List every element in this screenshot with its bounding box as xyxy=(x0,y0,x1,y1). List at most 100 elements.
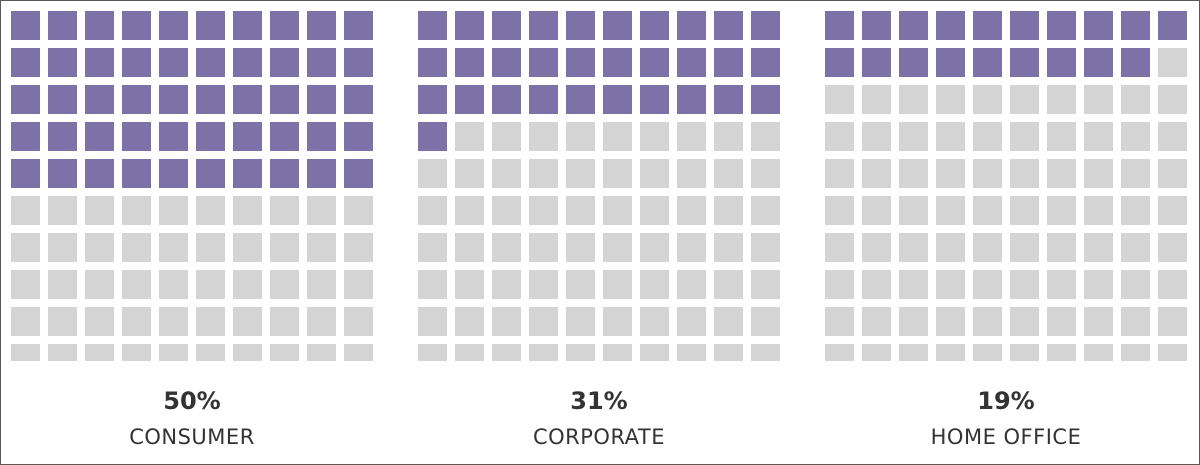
waffle-panel-consumer xyxy=(11,11,373,361)
waffle-cell-empty xyxy=(418,307,447,336)
waffle-cell-empty xyxy=(603,270,632,299)
waffle-cell-empty xyxy=(640,270,669,299)
waffle-cell-empty xyxy=(862,122,891,151)
waffle-cell-filled xyxy=(270,48,299,77)
waffle-cell-empty xyxy=(603,307,632,336)
waffle-cell-filled xyxy=(603,48,632,77)
waffle-cell-empty xyxy=(122,344,151,361)
waffle-cell-empty xyxy=(973,344,1002,361)
waffle-cell-empty xyxy=(714,270,743,299)
waffle-cell-filled xyxy=(85,122,114,151)
waffle-cell-filled xyxy=(677,48,706,77)
waffle-cell-empty xyxy=(677,270,706,299)
waffle-cell-empty xyxy=(677,196,706,225)
waffle-cell-filled xyxy=(11,85,40,114)
waffle-cell-filled xyxy=(85,48,114,77)
waffle-cell-empty xyxy=(825,307,854,336)
waffle-cell-empty xyxy=(1158,233,1187,262)
waffle-cell-empty xyxy=(492,159,521,188)
waffle-cell-filled xyxy=(307,122,336,151)
waffle-cell-filled xyxy=(1010,48,1039,77)
waffle-cell-empty xyxy=(677,122,706,151)
waffle-cell-filled xyxy=(640,48,669,77)
waffle-cell-filled xyxy=(566,48,595,77)
waffle-cell-filled xyxy=(11,48,40,77)
waffle-cell-empty xyxy=(714,122,743,151)
waffle-cell-filled xyxy=(85,159,114,188)
waffle-cell-empty xyxy=(529,270,558,299)
waffle-cell-empty xyxy=(936,270,965,299)
waffle-cell-empty xyxy=(862,344,891,361)
waffle-cell-empty xyxy=(233,196,262,225)
waffle-cell-empty xyxy=(307,344,336,361)
waffle-cell-empty xyxy=(196,233,225,262)
waffle-cell-filled xyxy=(418,48,447,77)
waffle-cell-filled xyxy=(492,85,521,114)
waffle-cell-empty xyxy=(1047,344,1076,361)
waffle-cell-filled xyxy=(159,85,188,114)
waffle-cell-empty xyxy=(1010,159,1039,188)
waffle-cell-empty xyxy=(492,307,521,336)
waffle-cell-empty xyxy=(48,344,77,361)
waffle-cell-filled xyxy=(455,85,484,114)
waffle-cell-empty xyxy=(603,344,632,361)
waffle-cell-filled xyxy=(677,85,706,114)
waffle-cell-filled xyxy=(714,85,743,114)
waffle-cell-empty xyxy=(640,159,669,188)
waffle-cell-empty xyxy=(936,122,965,151)
category-label: HOME OFFICE xyxy=(930,425,1082,449)
waffle-cell-empty xyxy=(270,344,299,361)
waffle-cell-empty xyxy=(825,196,854,225)
waffle-cell-empty xyxy=(603,122,632,151)
waffle-cell-filled xyxy=(1084,11,1113,40)
waffle-cell-empty xyxy=(1084,233,1113,262)
percent-label: 50% xyxy=(163,387,221,415)
waffle-cell-filled xyxy=(418,122,447,151)
waffle-cell-empty xyxy=(344,233,373,262)
waffle-cell-filled xyxy=(1121,48,1150,77)
waffle-panel-home-office xyxy=(825,11,1187,361)
waffle-cell-empty xyxy=(85,307,114,336)
waffle-cell-empty xyxy=(85,196,114,225)
waffle-cell-empty xyxy=(122,233,151,262)
waffle-cell-filled xyxy=(344,122,373,151)
waffle-cell-empty xyxy=(825,159,854,188)
waffle-cell-empty xyxy=(936,85,965,114)
waffle-cell-empty xyxy=(1010,344,1039,361)
waffle-cell-empty xyxy=(1158,307,1187,336)
waffle-cell-filled xyxy=(899,11,928,40)
waffle-cell-empty xyxy=(862,85,891,114)
waffle-cell-empty xyxy=(936,196,965,225)
waffle-cell-empty xyxy=(270,270,299,299)
waffle-cell-empty xyxy=(85,344,114,361)
waffle-cell-empty xyxy=(1121,159,1150,188)
panel-label-consumer: 50% CONSUMER xyxy=(42,385,342,451)
waffle-cell-filled xyxy=(492,11,521,40)
waffle-cell-empty xyxy=(640,122,669,151)
waffle-cell-empty xyxy=(196,344,225,361)
waffle-cell-filled xyxy=(344,159,373,188)
waffle-cell-empty xyxy=(159,233,188,262)
waffle-cell-empty xyxy=(196,196,225,225)
waffle-cell-filled xyxy=(270,85,299,114)
waffle-cell-empty xyxy=(973,196,1002,225)
waffle-cell-empty xyxy=(566,159,595,188)
waffle-cell-empty xyxy=(1158,122,1187,151)
waffle-cell-empty xyxy=(1158,196,1187,225)
waffle-cell-empty xyxy=(566,270,595,299)
waffle-cell-filled xyxy=(270,122,299,151)
waffle-cell-empty xyxy=(1084,307,1113,336)
waffle-cell-empty xyxy=(122,196,151,225)
waffle-cell-empty xyxy=(1121,307,1150,336)
waffle-cell-filled xyxy=(122,11,151,40)
waffle-cell-filled xyxy=(1047,11,1076,40)
waffle-cell-filled xyxy=(48,159,77,188)
waffle-cell-filled xyxy=(344,48,373,77)
waffle-cell-filled xyxy=(85,85,114,114)
waffle-cell-filled xyxy=(159,48,188,77)
waffle-cell-filled xyxy=(1010,11,1039,40)
waffle-cell-empty xyxy=(714,233,743,262)
waffle-cell-empty xyxy=(492,270,521,299)
waffle-cell-empty xyxy=(1010,307,1039,336)
